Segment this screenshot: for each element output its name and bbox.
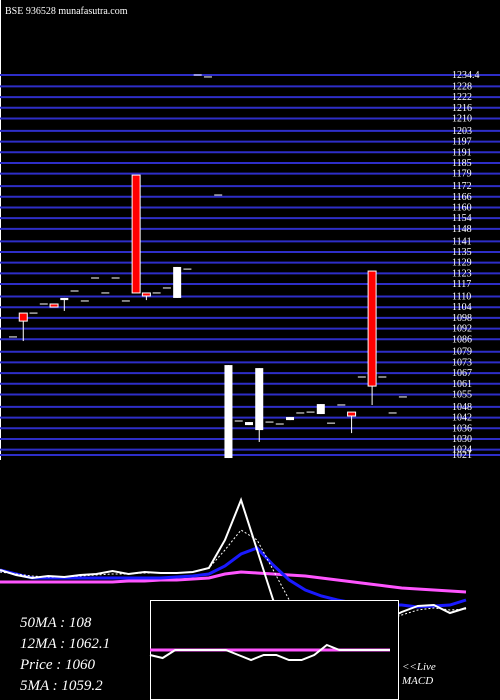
candle-body <box>316 404 325 415</box>
y-tick-label: 1123 <box>452 268 472 279</box>
y-tick-label: 1197 <box>452 137 472 148</box>
y-tick-label: 1185 <box>452 158 472 169</box>
y-tick-label: 1086 <box>452 334 472 345</box>
y-tick-label: 1061 <box>452 379 472 390</box>
candle-body <box>286 417 295 421</box>
candle-body <box>173 266 182 298</box>
indicator-label: Price : 1060 <box>19 657 95 673</box>
y-tick-label: 1166 <box>452 192 472 203</box>
y-tick-label: 1042 <box>452 413 472 424</box>
y-tick-label: 1129 <box>452 258 472 269</box>
y-tick-label: 1079 <box>452 347 472 358</box>
y-tick-label: 1210 <box>452 113 472 124</box>
panel-subtitle: MACD <box>401 675 433 687</box>
y-tick-label: 1234.4 <box>452 70 480 81</box>
candle-body <box>141 292 151 297</box>
y-tick-label: 1172 <box>452 181 472 192</box>
candle-body <box>347 411 357 417</box>
indicator-label: 5MA : 1059.2 <box>20 678 103 694</box>
y-tick-label: 1098 <box>452 313 472 324</box>
y-tick-label: 1228 <box>452 81 472 92</box>
y-tick-label: 1222 <box>452 92 472 103</box>
y-tick-label: 1024 <box>452 445 472 456</box>
candle-body <box>367 270 377 387</box>
y-tick-label: 1135 <box>452 247 472 258</box>
y-tick-label: 1048 <box>452 402 472 413</box>
y-tick-label: 1117 <box>452 279 471 290</box>
y-tick-label: 1030 <box>452 434 472 445</box>
chart-title: BSE 936528 munafasutra.com <box>5 6 128 17</box>
indicator-line <box>0 570 467 594</box>
y-tick-label: 1179 <box>452 169 472 180</box>
candle-body <box>255 368 264 431</box>
y-tick-label: 1148 <box>452 224 472 235</box>
candle-body <box>244 422 253 426</box>
y-tick-label: 1067 <box>452 368 472 379</box>
y-tick-label: 1216 <box>452 103 472 114</box>
y-tick-label: 1036 <box>452 423 472 434</box>
y-tick-label: 1141 <box>452 236 472 247</box>
candle-body <box>49 303 59 308</box>
y-tick-label: 1154 <box>452 213 472 224</box>
y-tick-label: 1055 <box>452 389 472 400</box>
y-tick-label: 1160 <box>452 202 472 213</box>
y-tick-label: 1092 <box>452 324 472 335</box>
candle-body <box>131 174 141 294</box>
y-tick-label: 1203 <box>452 126 472 137</box>
y-tick-label: 1073 <box>452 357 472 368</box>
candle-body <box>60 297 69 301</box>
indicator-label: 12MA : 1062.1 <box>20 636 110 652</box>
indicator-line <box>149 643 390 662</box>
panel-title: <<Live <box>402 661 436 673</box>
y-tick-label: 1104 <box>452 302 472 313</box>
y-tick-label: 1191 <box>452 147 472 158</box>
y-tick-label: 1021 <box>452 450 472 461</box>
indicator-label: 50MA : 108 <box>20 615 92 631</box>
y-tick-label: 1110 <box>452 292 471 303</box>
candle-body <box>18 312 28 322</box>
candle-body <box>224 365 233 459</box>
